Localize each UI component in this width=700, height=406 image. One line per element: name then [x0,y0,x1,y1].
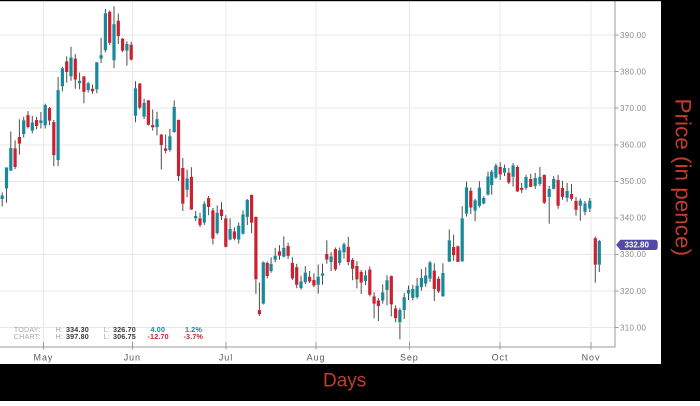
svg-text:Jul: Jul [219,353,233,363]
svg-text:310.00: 310.00 [620,323,647,332]
svg-text:Jun: Jun [124,353,141,363]
svg-text:306.75: 306.75 [113,332,136,341]
svg-text:-12.70: -12.70 [148,332,169,341]
svg-text:H:: H: [56,325,64,334]
svg-text:332.80: 332.80 [624,241,649,250]
svg-text:380.00: 380.00 [620,68,647,77]
svg-text:-3.7%: -3.7% [184,332,204,341]
svg-text:L:: L: [104,325,110,334]
svg-text:Sep: Sep [400,353,419,363]
svg-text:360.00: 360.00 [620,141,647,150]
svg-text:Days: Days [323,371,366,392]
svg-text:370.00: 370.00 [620,104,647,113]
svg-text:350.00: 350.00 [620,177,647,186]
svg-text:340.00: 340.00 [620,214,647,223]
svg-text:4.00: 4.00 [151,325,166,334]
svg-text:CHART:: CHART: [14,332,41,341]
svg-text:326.70: 326.70 [113,325,136,334]
svg-text:L:: L: [104,332,110,341]
svg-text:334.30: 334.30 [66,325,89,334]
svg-text:H:: H: [56,332,64,341]
svg-text:1.2%: 1.2% [185,325,202,334]
svg-text:Aug: Aug [307,353,326,363]
svg-text:Nov: Nov [582,353,601,363]
svg-text:320.00: 320.00 [620,287,647,296]
svg-text:TODAY:: TODAY: [14,325,41,334]
svg-text:390.00: 390.00 [620,31,647,40]
svg-text:397.80: 397.80 [66,332,89,341]
svg-text:Price (in pence): Price (in pence) [671,99,696,257]
svg-text:May: May [34,353,54,363]
svg-text:330.00: 330.00 [620,250,647,259]
svg-text:Oct: Oct [492,353,509,363]
